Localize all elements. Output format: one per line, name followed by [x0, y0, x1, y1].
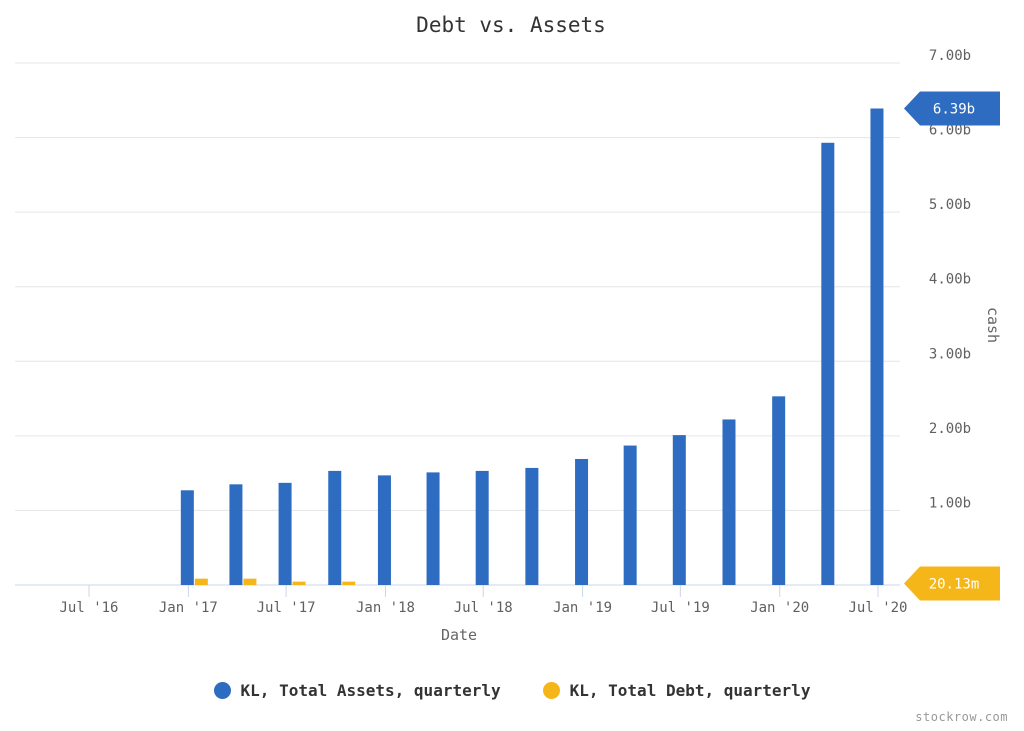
bar-total-assets[interactable]: [278, 482, 292, 585]
legend-marker-total-debt: [542, 682, 560, 699]
bar-total-assets[interactable]: [821, 142, 835, 585]
bars: [180, 108, 884, 585]
y-tick-label: 4.00b: [929, 272, 971, 288]
x-tick-label: Jul '16: [59, 600, 118, 616]
last-value-flag: [904, 91, 1000, 126]
legend-item-total-assets[interactable]: KL, Total Assets, quarterly: [213, 681, 501, 700]
bar-total-debt[interactable]: [342, 581, 356, 585]
last-value-label: 20.13m: [929, 576, 980, 592]
last-value-flag: [904, 566, 1000, 601]
x-tick-label: Jul '18: [454, 600, 513, 616]
bar-total-assets[interactable]: [772, 396, 786, 585]
bar-total-assets[interactable]: [426, 472, 440, 585]
bar-total-assets[interactable]: [229, 484, 243, 585]
gridlines: [15, 62, 900, 511]
x-tick-label: Jan '19: [553, 600, 612, 616]
last-value-labels: 6.39b 20.13m: [904, 91, 1000, 601]
legend-item-total-debt[interactable]: KL, Total Debt, quarterly: [542, 681, 811, 700]
last-value-label: 6.39b: [933, 101, 975, 117]
legend-label-total-debt: KL, Total Debt, quarterly: [569, 681, 811, 700]
x-tick-label: Jan '20: [750, 600, 809, 616]
chart-title: Debt vs. Assets: [416, 13, 606, 37]
bar-total-assets[interactable]: [377, 475, 391, 585]
bar-total-assets[interactable]: [870, 108, 884, 585]
x-tick-label: Jul '17: [257, 600, 316, 616]
bar-total-debt[interactable]: [194, 578, 208, 585]
bar-total-assets[interactable]: [328, 470, 342, 585]
x-tick-label: Jan '18: [356, 600, 415, 616]
legend-label-total-assets: KL, Total Assets, quarterly: [240, 681, 501, 700]
y-tick-label: 1.00b: [929, 495, 971, 511]
bar-total-assets[interactable]: [525, 467, 539, 585]
chart: Debt vs. Assets Jul '16 Jan '17 Jul '17 Jan…: [15, 13, 1002, 644]
y-tick-label: 3.00b: [929, 346, 971, 362]
y-axis: 1.00b 2.00b 3.00b 4.00b 5.00b 6.00b 7.00b: [929, 48, 971, 511]
y-tick-label: 7.00b: [929, 48, 971, 64]
bar-total-assets[interactable]: [722, 419, 736, 585]
bar-total-assets[interactable]: [575, 458, 589, 585]
credit[interactable]: stockrow.com: [915, 710, 1008, 724]
bar-total-debt[interactable]: [243, 578, 257, 585]
bar-total-assets[interactable]: [180, 490, 194, 585]
x-tick-label: Jul '19: [651, 600, 710, 616]
x-tick-label: Jan '17: [159, 600, 218, 616]
bar-total-debt[interactable]: [292, 581, 306, 585]
x-tick-label: Jul '20: [848, 600, 907, 616]
y-axis-title: cash: [984, 307, 1002, 343]
bar-total-assets[interactable]: [672, 435, 686, 585]
y-tick-label: 2.00b: [929, 421, 971, 437]
y-tick-label: 5.00b: [929, 197, 971, 213]
legend: KL, Total Assets, quarterly KL, Total De…: [0, 681, 1024, 700]
bar-total-assets[interactable]: [623, 445, 637, 585]
bar-total-assets[interactable]: [475, 470, 489, 585]
x-axis: Jul '16 Jan '17 Jul '17 Jan '18 Jul '18 Jan '…: [15, 584, 908, 616]
x-axis-title: Date: [441, 626, 477, 644]
legend-marker-total-assets: [213, 682, 231, 699]
y-tick-label: 6.00b: [929, 123, 971, 139]
